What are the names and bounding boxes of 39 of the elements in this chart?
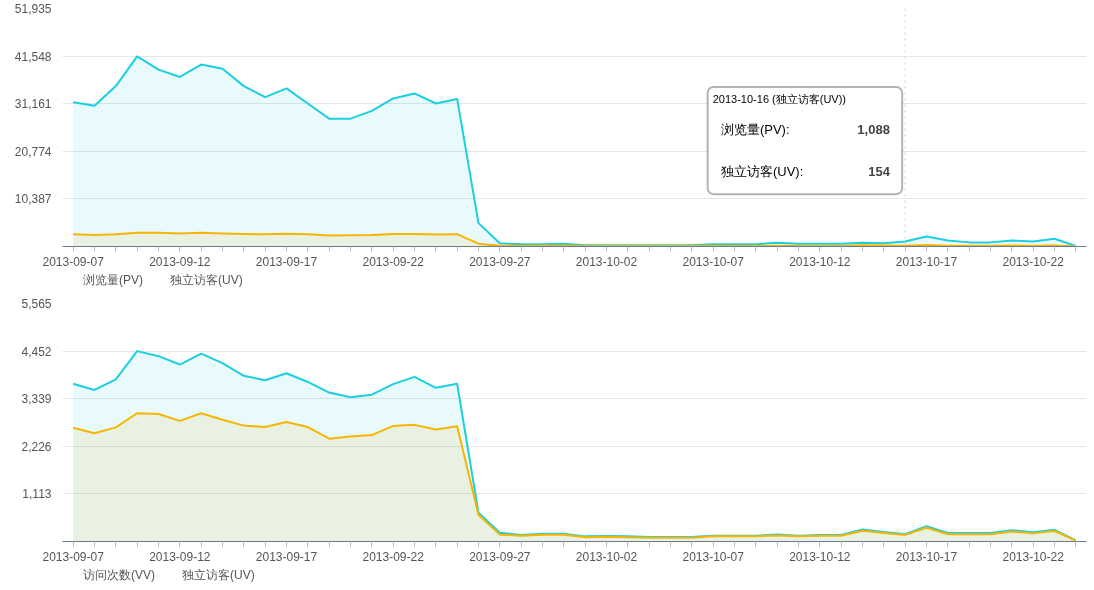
x-tick-label: 2013-10-12 bbox=[789, 549, 851, 564]
x-tick-label: 2013-10-22 bbox=[1002, 254, 1065, 269]
annotation: 154 bbox=[868, 164, 891, 180]
x-tick-label: 2013-10-02 bbox=[575, 254, 638, 269]
x-tick-label: 2013-09-27 bbox=[469, 549, 531, 564]
y-tick-label: 5,565 bbox=[21, 297, 52, 311]
x-tick-label: 2013-10-22 bbox=[1002, 549, 1065, 564]
text: 访问次数(VV) bbox=[83, 567, 155, 584]
annotation: 2013-10-16 (独立访客(UV)) bbox=[712, 92, 847, 105]
annotation: 浏览量(PV): bbox=[720, 122, 790, 138]
annotation: 1,088 bbox=[857, 122, 890, 138]
y-tick-label: 41,548 bbox=[14, 49, 52, 64]
x-tick-label: 2013-10-07 bbox=[682, 549, 745, 564]
text: 独立访客(UV) bbox=[182, 567, 255, 584]
y-tick-label: 20,774 bbox=[14, 144, 52, 159]
annotation: 独立访客(UV): bbox=[720, 164, 804, 180]
x-tick-label: 2013-09-17 bbox=[255, 549, 318, 564]
y-tick-label: 2,226 bbox=[21, 439, 52, 454]
y-tick-label: 10,387 bbox=[14, 192, 52, 207]
x-tick-label: 2013-09-07 bbox=[42, 549, 105, 564]
x-tick-label: 2013-10-17 bbox=[895, 254, 958, 269]
x-tick-label: 2013-09-12 bbox=[149, 254, 211, 269]
y-tick-label: 31,161 bbox=[14, 97, 52, 112]
x-tick-label: 2013-10-02 bbox=[575, 549, 638, 564]
x-tick-label: 2013-09-07 bbox=[42, 254, 105, 269]
y-tick-label: 1,113 bbox=[22, 487, 52, 502]
x-tick-label: 2013-09-22 bbox=[362, 254, 425, 269]
y-tick-label: 4,452 bbox=[21, 344, 52, 359]
x-tick-label: 2013-09-12 bbox=[149, 549, 211, 564]
x-tick-label: 2013-09-17 bbox=[255, 254, 318, 269]
x-tick-label: 2013-10-07 bbox=[682, 254, 745, 269]
x-tick-label: 2013-09-22 bbox=[362, 549, 425, 564]
text: 浏览量(PV) bbox=[83, 272, 143, 289]
y-tick-label: 3,339 bbox=[21, 392, 52, 407]
x-tick-label: 2013-10-17 bbox=[895, 549, 958, 564]
x-tick-label: 2013-09-27 bbox=[469, 254, 531, 269]
text: 独立访客(UV) bbox=[170, 272, 243, 289]
y-tick-label: 51,935 bbox=[14, 2, 52, 16]
x-tick-label: 2013-10-12 bbox=[789, 254, 851, 269]
